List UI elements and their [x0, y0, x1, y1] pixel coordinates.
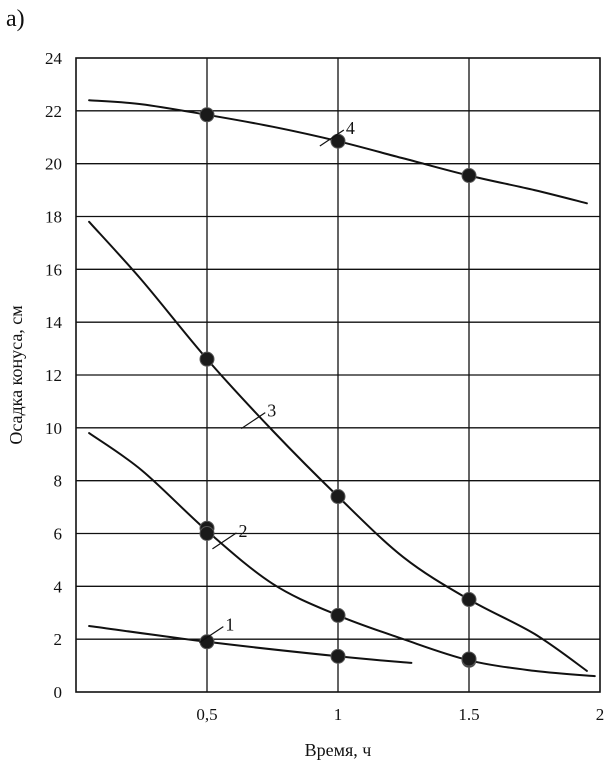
series-labels: 1 2 3 4 — [199, 118, 355, 644]
plot-frame — [75, 57, 601, 693]
y-tick-label: 18 — [45, 208, 62, 227]
y-tick-label: 16 — [45, 260, 62, 279]
series-2-point — [330, 607, 346, 623]
y-tick-label: 24 — [45, 49, 63, 68]
y-tick-label: 4 — [54, 577, 63, 596]
series-4-point — [461, 168, 477, 184]
series-1-leader — [199, 626, 224, 644]
y-tick-label: 2 — [54, 630, 63, 649]
series-4-point — [330, 133, 346, 149]
x-axis-title: Время, ч — [305, 740, 372, 760]
series-4-point — [199, 107, 215, 123]
series-3-point — [330, 489, 346, 505]
data-points — [199, 107, 477, 668]
series-curves — [88, 99, 596, 678]
y-tick-label: 22 — [45, 102, 62, 121]
y-tick-label: 12 — [45, 366, 62, 385]
series-2-point — [199, 526, 215, 541]
y-tick-label: 20 — [45, 155, 62, 174]
x-tick-label: 2 — [596, 705, 605, 724]
series-3-leader — [240, 412, 266, 430]
series-1-point — [330, 648, 346, 664]
x-tick-label: 0,5 — [196, 705, 217, 724]
y-tick-label: 6 — [54, 525, 63, 544]
y-tick-label: 8 — [54, 472, 63, 491]
panel-label: а) — [6, 6, 25, 32]
grid — [76, 58, 600, 692]
y-tick-label: 0 — [54, 683, 63, 702]
series-4-label: 4 — [346, 118, 355, 138]
series-4-leader — [319, 129, 345, 147]
y-tick-label: 14 — [45, 313, 63, 332]
y-axis-title: Осадка конуса, см — [6, 305, 26, 444]
series-3-point — [199, 351, 215, 367]
series-2-point — [461, 651, 477, 667]
x-tick-label: 1 — [334, 705, 343, 724]
series-2-label: 2 — [238, 521, 247, 541]
series-1-curve — [88, 625, 413, 664]
y-tick-label: 10 — [45, 419, 62, 438]
series-2-leader — [212, 532, 237, 550]
series-1-label: 1 — [225, 615, 234, 635]
x-tick-label: 1.5 — [458, 705, 479, 724]
series-3-point — [461, 592, 477, 608]
series-3-label: 3 — [267, 401, 276, 421]
